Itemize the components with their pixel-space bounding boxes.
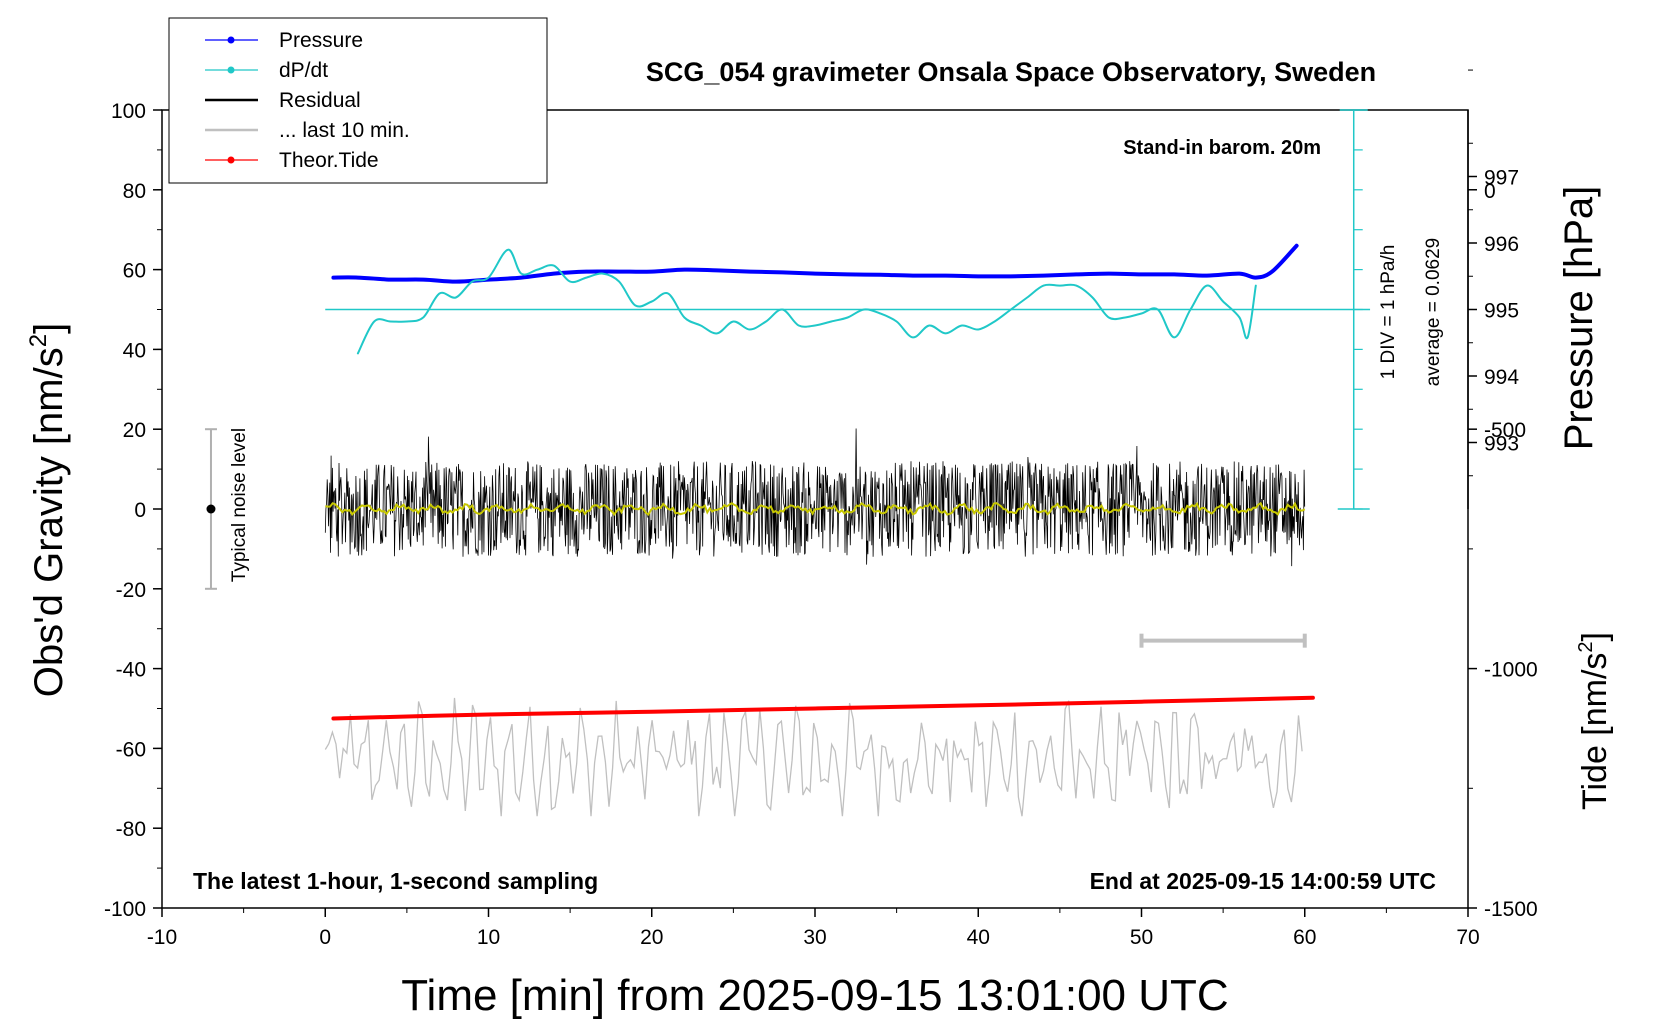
y-tick-label: -100 (104, 898, 146, 921)
noise-level-label: Typical noise level (229, 428, 250, 582)
axes-layer: -10 0 10 20 30 40 50 60 70-100-80-60-40-20020406… (104, 69, 1538, 949)
y-axis-label-tide-main: Tide [nm/s (1576, 653, 1614, 810)
x-axis-label: Time [min] from 2025-09-15 13:01:00 UTC (401, 971, 1228, 1020)
pressure-tick-label: 997 (1484, 167, 1519, 190)
x-tick-label: 70 (1456, 926, 1479, 949)
legend-marker (227, 36, 235, 44)
y-tick-label: 40 (123, 339, 146, 362)
noise-level-center (206, 504, 216, 514)
x-tick-label: 50 (1130, 926, 1153, 949)
y-tick-label: 20 (123, 419, 146, 442)
pressure-tick-label: 996 (1484, 233, 1519, 256)
dpdt-average-label: average = 0.0629 (1423, 238, 1444, 386)
series-dp-dt (356, 248, 1257, 355)
y-tick-label: -20 (116, 579, 146, 602)
x-tick-label: 60 (1293, 926, 1316, 949)
series-layer (204, 109, 1371, 817)
subtitle-right: End at 2025-09-15 14:00:59 UTC (1090, 868, 1436, 894)
tide-tick-label: 0 (1484, 180, 1496, 203)
y-tick-label: 100 (111, 100, 146, 123)
legend-label: Theor.Tide (279, 149, 379, 172)
tide-tick-label: -1500 (1484, 898, 1538, 921)
legend-label: dP/dt (279, 59, 328, 82)
legend-label: Pressure (279, 29, 363, 52)
y-axis-label-tide-sup: 2 (1575, 641, 1597, 652)
y-axis-label-gravity-sup: 2 (25, 334, 52, 347)
y-axis-label-gravity-end: ] (27, 323, 71, 334)
pressure-tick-label: 993 (1484, 433, 1519, 456)
x-tick-label: 10 (477, 926, 500, 949)
legend-label: ... last 10 min. (279, 119, 410, 142)
x-tick-label: 40 (967, 926, 990, 949)
y-tick-label: -40 (116, 659, 146, 682)
pressure-tick-label: 995 (1484, 300, 1519, 323)
legend-items: Pressure dP/dt Residual ... last 10 min. The… (205, 29, 410, 172)
barometer-note: Stand-in barom. 20m (1123, 137, 1321, 159)
x-tick-label: 20 (640, 926, 663, 949)
tide-tick-label: -1000 (1484, 659, 1538, 682)
series-last10 (324, 697, 1303, 817)
tide-tick-label: -500 (1484, 419, 1526, 442)
x-tick-label: -10 (147, 926, 177, 949)
y-tick-label: -80 (116, 818, 146, 841)
legend-marker (227, 156, 235, 164)
y-tick-label: 0 (134, 499, 146, 522)
series-residual-smooth (325, 501, 1306, 517)
y-axis-label-tide-end: ] (1576, 632, 1614, 641)
y-axis-label-gravity-main: Obs'd Gravity [nm/s (27, 347, 71, 697)
chart-title: SCG_054 gravimeter Onsala Space Observat… (646, 57, 1376, 87)
series-pressure (331, 243, 1299, 284)
y-axis-label-gravity: Obs'd Gravity [nm/s2] (25, 323, 71, 697)
x-tick-label: 30 (803, 926, 826, 949)
y-tick-label: -60 (116, 738, 146, 761)
x-tick-label: 0 (319, 926, 331, 949)
pressure-tick-label: 994 (1484, 366, 1519, 389)
series-theor-tide (331, 695, 1315, 721)
subtitle-left: The latest 1-hour, 1-second sampling (193, 868, 598, 894)
y-tick-label: 60 (123, 260, 146, 283)
legend: Pressure dP/dt Residual ... last 10 min. The… (168, 17, 548, 184)
series-residual (324, 428, 1306, 567)
y-tick-label: 80 (123, 180, 146, 203)
dpdt-scale-label: 1 DIV = 1 hPa/h (1378, 245, 1399, 380)
y-axis-label-pressure: Pressure [hPa] (1557, 186, 1601, 451)
legend-label: Residual (279, 89, 361, 112)
y-axis-label-tide: Tide [nm/s2] (1575, 632, 1614, 810)
legend-marker (227, 66, 235, 74)
